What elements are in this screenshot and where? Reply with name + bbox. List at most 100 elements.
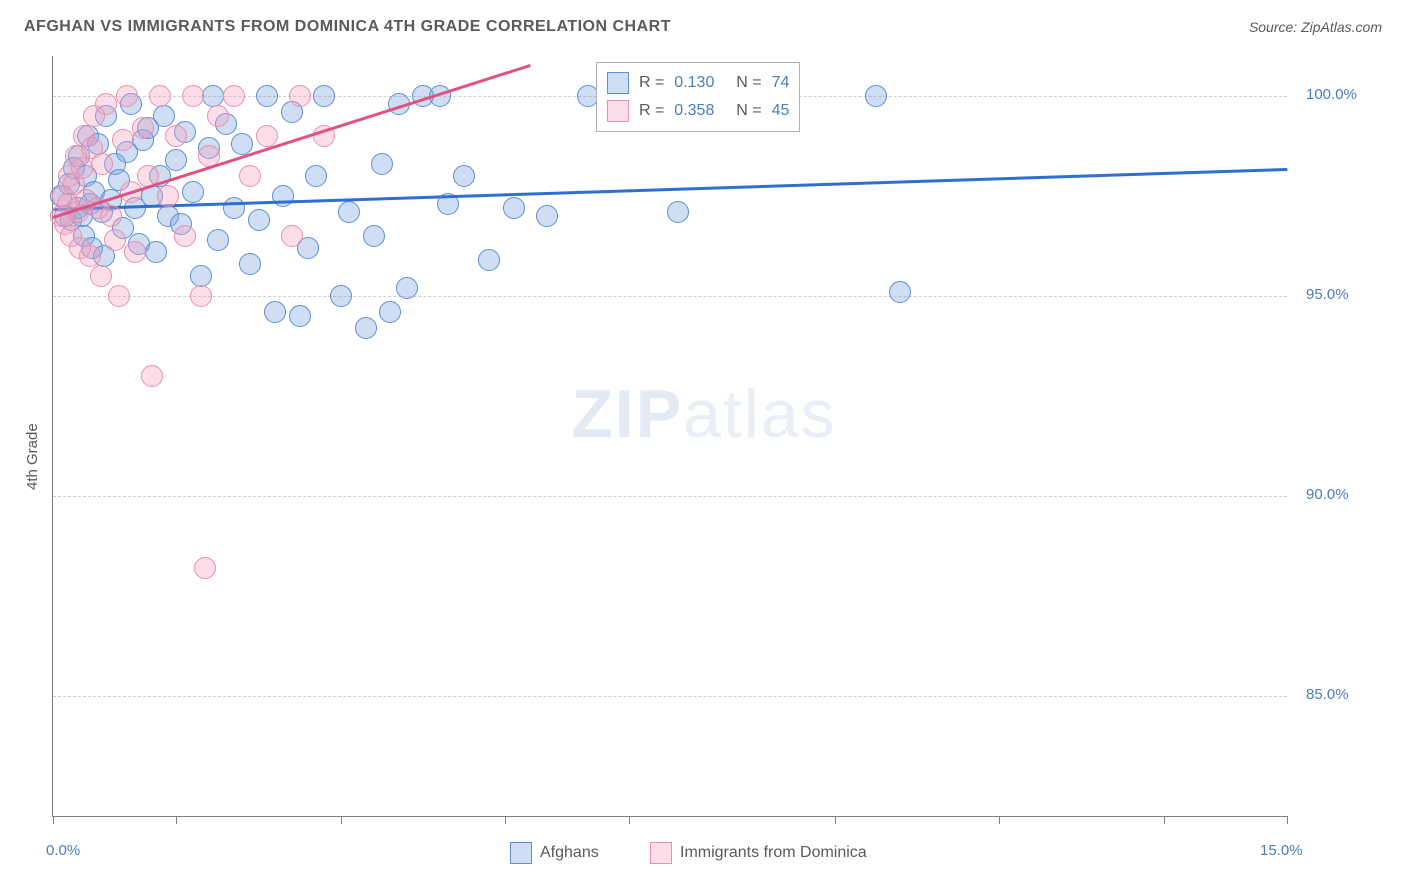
legend-label: Immigrants from Dominica [680,844,867,862]
stat-n-label: N = [736,74,761,92]
data-point [153,105,175,127]
series-swatch-icon [607,100,629,122]
data-point [289,305,311,327]
data-point [149,85,171,107]
chart-container: AFGHAN VS IMMIGRANTS FROM DOMINICA 4TH G… [0,0,1406,892]
data-point [157,185,179,207]
data-point [264,301,286,323]
data-point [239,165,261,187]
stat-r-value: 0.358 [674,102,726,120]
header-row: AFGHAN VS IMMIGRANTS FROM DOMINICA 4TH G… [24,18,1382,36]
data-point [667,201,689,223]
data-point [124,241,146,263]
xtick-label: 0.0% [46,842,80,859]
data-point [165,149,187,171]
ytick-label: 95.0% [1306,286,1349,303]
data-point [91,153,113,175]
xtick [341,816,342,824]
gridline [53,496,1287,497]
stat-n-value: 45 [772,102,790,120]
data-point [112,129,134,151]
data-point [71,157,93,179]
data-point [396,277,418,299]
xtick [835,816,836,824]
xtick [629,816,630,824]
data-point [116,85,138,107]
y-axis-label: 4th Grade [24,423,41,490]
data-point [108,285,130,307]
gridline [53,296,1287,297]
stats-row: R = 0.130 N = 74 [607,69,789,97]
data-point [231,133,253,155]
data-point [207,229,229,251]
xtick [1287,816,1288,824]
data-point [207,105,229,127]
xtick [176,816,177,824]
source-label: Source: ZipAtlas.com [1249,19,1382,35]
xtick [53,816,54,824]
afghans-swatch-icon [510,842,532,864]
dominica-swatch-icon [650,842,672,864]
stat-r-label: R = [639,74,664,92]
xtick [505,816,506,824]
data-point [165,125,187,147]
data-point [90,265,112,287]
data-point [100,205,122,227]
data-point [256,125,278,147]
data-point [363,225,385,247]
data-point [281,225,303,247]
data-point [182,85,204,107]
data-point [313,85,335,107]
legend-label: Afghans [540,844,599,862]
data-point [145,241,167,263]
data-point [305,165,327,187]
data-point [104,229,126,251]
data-point [865,85,887,107]
stat-n-value: 74 [772,74,790,92]
data-point [174,225,196,247]
data-point [95,93,117,115]
stats-row: R = 0.358 N = 45 [607,97,789,125]
data-point [330,285,352,307]
stats-box: R = 0.130 N = 74 R = 0.358 N = 45 [596,62,800,132]
data-point [132,117,154,139]
data-point [355,317,377,339]
chart-title: AFGHAN VS IMMIGRANTS FROM DOMINICA 4TH G… [24,18,671,36]
data-point [379,301,401,323]
data-point [239,253,261,275]
data-point [202,85,224,107]
xtick [999,816,1000,824]
data-point [223,197,245,219]
ytick-label: 90.0% [1306,486,1349,503]
data-point [338,201,360,223]
data-point [248,209,270,231]
xtick [1164,816,1165,824]
gridline [53,696,1287,697]
stat-r-label: R = [639,102,664,120]
data-point [190,285,212,307]
ytick-label: 85.0% [1306,686,1349,703]
data-point [223,85,245,107]
legend-dominica: Immigrants from Dominica [650,842,867,864]
stat-n-label: N = [736,102,761,120]
data-point [141,365,163,387]
data-point [194,557,216,579]
series-swatch-icon [607,72,629,94]
data-point [371,153,393,175]
data-point [478,249,500,271]
plot-area: ZIPatlas R = 0.130 N = 74 R = 0.358 N = 45 [52,56,1287,817]
watermark: ZIPatlas [571,375,836,453]
data-point [503,197,525,219]
data-point [289,85,311,107]
data-point [79,245,101,267]
legend-afghans: Afghans [510,842,599,864]
data-point [889,281,911,303]
xtick-label: 15.0% [1260,842,1303,859]
data-point [256,85,278,107]
data-point [182,181,204,203]
data-point [536,205,558,227]
ytick-label: 100.0% [1306,86,1357,103]
data-point [453,165,475,187]
stat-r-value: 0.130 [674,74,726,92]
data-point [190,265,212,287]
